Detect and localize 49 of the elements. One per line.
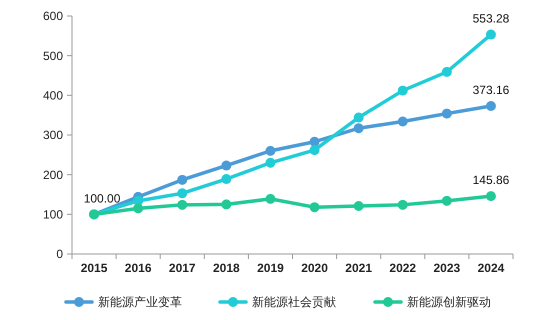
point xyxy=(177,200,188,210)
point xyxy=(486,30,496,40)
x-tick-label: 2022 xyxy=(389,261,416,275)
point xyxy=(177,188,188,198)
legend-label: 新能源社会贡献 xyxy=(252,295,336,310)
y-tick-label: 300 xyxy=(42,128,64,142)
y-tick-label: 200 xyxy=(42,168,64,182)
point xyxy=(310,145,320,156)
x-tick-label: 2017 xyxy=(168,261,196,275)
point xyxy=(442,196,452,206)
x-tick-label: 2016 xyxy=(124,261,152,275)
x-tick-label: 2024 xyxy=(478,261,505,275)
y-tick-label: 600 xyxy=(42,9,64,24)
y-tick-label: 100 xyxy=(42,208,64,222)
point xyxy=(265,146,276,156)
point xyxy=(354,201,364,212)
point xyxy=(221,174,232,184)
point xyxy=(442,108,452,119)
point xyxy=(310,202,320,212)
point xyxy=(177,174,188,185)
x-tick-label: 2023 xyxy=(434,261,461,275)
point xyxy=(354,123,364,134)
annotation: 100.00 xyxy=(84,191,121,206)
point xyxy=(398,200,408,210)
point xyxy=(265,158,276,168)
point xyxy=(442,66,452,77)
point xyxy=(265,194,276,204)
point xyxy=(310,136,320,147)
point xyxy=(398,86,408,96)
point xyxy=(354,112,364,123)
x-tick-label: 2018 xyxy=(213,261,240,275)
point xyxy=(133,203,144,214)
point xyxy=(398,116,408,127)
point xyxy=(221,160,232,171)
legend-label: 新能源创新驱动 xyxy=(407,295,491,310)
y-tick-label: 0 xyxy=(56,247,64,262)
point xyxy=(221,199,232,210)
point xyxy=(486,191,496,202)
point xyxy=(486,100,496,111)
annotation: 553.28 xyxy=(472,12,510,26)
legend-label: 新能源产业变革 xyxy=(98,295,182,310)
x-tick-label: 2019 xyxy=(257,261,284,275)
annotation: 373.16 xyxy=(472,82,510,97)
x-tick-label: 2015 xyxy=(80,261,108,275)
y-tick-label: 500 xyxy=(42,48,64,63)
y-tick-label: 400 xyxy=(42,88,64,103)
annotation: 145.86 xyxy=(472,173,510,188)
x-tick-label: 2021 xyxy=(345,261,372,275)
x-tick-label: 2020 xyxy=(301,261,328,275)
